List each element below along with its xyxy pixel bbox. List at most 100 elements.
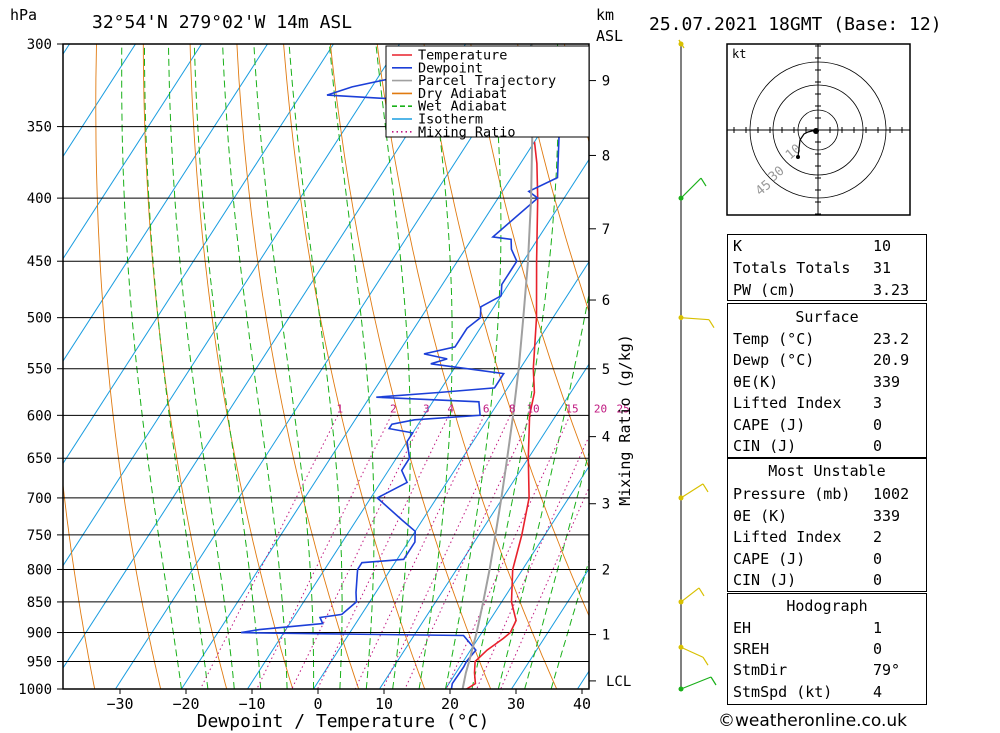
mixing-ratio-label: 10 <box>526 402 539 415</box>
temperature-series <box>466 141 539 689</box>
legend-label: Mixing Ratio <box>418 124 516 140</box>
x-tick-label: 20 <box>441 695 459 713</box>
pressure-tick-label: 800 <box>27 562 52 578</box>
wet-adiabat-line <box>121 44 182 689</box>
mixing-ratio-line <box>199 415 339 689</box>
wind-barb-shaft <box>680 317 710 321</box>
wet-adiabat-line <box>193 44 262 689</box>
mixing-ratio-label: 15 <box>565 402 578 415</box>
pressure-tick-label: 850 <box>27 595 52 611</box>
index-row: CAPE (J) 0 <box>728 414 926 436</box>
index-value: 4 <box>873 683 883 701</box>
index-key: Totals Totals <box>733 259 851 277</box>
isotherm-line <box>511 567 589 689</box>
isotherm-line <box>181 56 589 689</box>
index-key: K <box>733 237 743 255</box>
hodograph-indices-panel: Hodograph EH 1 SREH 0 StmDir 79° StmSpd (kt… <box>727 593 927 705</box>
dry-adiabat-line <box>236 44 360 689</box>
wet-adiabat-line <box>328 44 375 689</box>
index-value: 339 <box>873 373 901 391</box>
x-tick-label: 30 <box>507 695 525 713</box>
mixing-ratio-labels: 1 2 3 4 6 8 10 15 20 25 <box>337 402 630 415</box>
mixing-ratio-label: 25 <box>617 402 630 415</box>
mixing-ratio-line <box>256 415 392 689</box>
index-row: CIN (J) 0 <box>728 435 926 457</box>
x-tick-label: 10 <box>375 695 393 713</box>
wind-barb-flag <box>702 656 709 666</box>
dry-adiabat-line <box>423 44 589 617</box>
index-row: K 10 <box>728 235 926 257</box>
isotherm-line <box>0 44 4 689</box>
index-key: CIN (J) <box>733 437 797 455</box>
dry-adiabat-line <box>95 44 162 689</box>
location-title: 32°54'N 279°02'W 14m ASL <box>92 12 352 33</box>
wind-barb-shaft <box>680 587 700 603</box>
x-tick-label: −30 <box>106 695 133 713</box>
mixing-ratio-label: 1 <box>337 402 344 415</box>
dry-adiabat-line <box>470 44 589 469</box>
km-tick-label: 1 <box>602 628 610 644</box>
legend-label: Temperature <box>418 48 507 64</box>
dry-adiabat-line <box>931 26 1000 689</box>
dewpoint-series <box>240 48 571 689</box>
index-row: EH 1 <box>728 617 926 639</box>
index-key: Dewp (°C) <box>733 351 815 369</box>
copyright-text: ©weatheronline.co.uk <box>718 711 908 731</box>
index-row: CAPE (J) 0 <box>728 548 926 570</box>
pressure-tick-label: 750 <box>27 528 52 544</box>
hodograph-trace-start <box>813 128 819 134</box>
index-key: θE(K) <box>733 373 779 391</box>
mixing-ratio-label: 6 <box>483 402 490 415</box>
index-key: CIN (J) <box>733 571 797 589</box>
pressure-tick-label: 350 <box>27 120 52 136</box>
x-tick-label: 40 <box>573 695 591 713</box>
index-row: θE (K) 339 <box>728 505 926 527</box>
x-axis-title: Dewpoint / Temperature (°C) <box>197 711 490 732</box>
mixing-ratio-line <box>500 486 589 689</box>
index-value: 0 <box>873 571 883 589</box>
mixing-ratio-label: 8 <box>509 402 516 415</box>
index-row: Lifted Index 3 <box>728 392 926 414</box>
hodograph: kt 45 30 10 <box>726 43 911 216</box>
index-value: 0 <box>873 416 883 434</box>
pressure-tick-label: 400 <box>27 191 52 207</box>
pressure-tick-label: 900 <box>27 626 52 642</box>
index-key: θE (K) <box>733 507 788 525</box>
index-value: 0 <box>873 640 883 658</box>
wind-barb-profile <box>678 39 717 692</box>
pressure-tick-label: 650 <box>27 451 52 467</box>
km-tick-label: 4 <box>602 430 610 446</box>
pressure-tick-label: 550 <box>27 362 52 378</box>
index-value: 23.2 <box>873 330 910 348</box>
km-tick-label: 3 <box>602 497 610 513</box>
pressure-tick-label: 700 <box>27 491 52 507</box>
index-value: 31 <box>873 259 892 277</box>
index-row: Lifted Index 2 <box>728 526 926 548</box>
index-value: 79° <box>873 661 901 679</box>
index-row: Totals Totals 31 <box>728 257 926 279</box>
wet-adiabat-line <box>550 558 589 689</box>
index-row: PW (cm) 3.23 <box>728 279 926 301</box>
most-unstable-title: Most Unstable <box>768 462 886 480</box>
index-key: Temp (°C) <box>733 330 815 348</box>
index-key: SREH <box>733 640 770 658</box>
pressure-tick-label: 950 <box>27 655 52 671</box>
index-key: Lifted Index <box>733 394 842 412</box>
isotherm-line <box>445 465 589 689</box>
mixing-ratio-line <box>354 415 485 689</box>
mixing-ratio-label: 20 <box>594 402 607 415</box>
index-key: EH <box>733 619 752 637</box>
index-key: CAPE (J) <box>733 550 806 568</box>
index-value: 20.9 <box>873 351 910 369</box>
surface-panel: Surface Temp (°C) 23.2 Dewp (°C) 20.9 θE(K… <box>727 303 927 458</box>
index-value: 339 <box>873 507 901 525</box>
asl-label: ASL <box>596 27 623 45</box>
hpa-label: hPa <box>10 6 37 24</box>
wet-adiabat-line <box>375 44 411 689</box>
wind-barb-shaft <box>680 177 702 199</box>
wet-adiabat-line <box>524 450 589 689</box>
index-value: 1 <box>873 619 883 637</box>
parcel-trajectory-series <box>461 44 534 689</box>
legend-label: Isotherm <box>418 112 483 128</box>
